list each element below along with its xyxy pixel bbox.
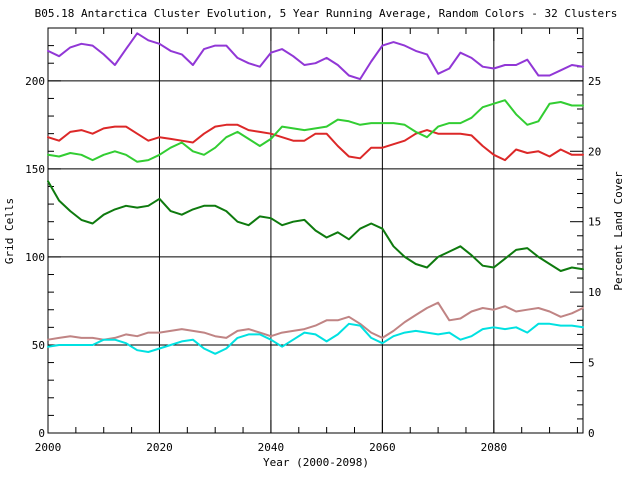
x-tick-label-2000: 2000: [35, 441, 62, 454]
series-line-cluster-rosy-brown: [47, 301, 584, 341]
series-line-cluster-cyan: [47, 322, 584, 355]
x-tick-label-2040: 2040: [258, 441, 285, 454]
plot-frame: [47, 27, 584, 434]
y-axis-label-left: Grid Cells: [3, 198, 16, 264]
y-left-tick-label-200: 200: [25, 75, 45, 88]
x-tick-label-2080: 2080: [481, 441, 508, 454]
y-right-tick-label-15: 15: [588, 216, 601, 229]
y-left-tick-label-0: 0: [38, 427, 45, 440]
y-left-tick-label-150: 150: [25, 163, 45, 176]
x-tick-label-2060: 2060: [369, 441, 396, 454]
y-right-tick-label-5: 5: [588, 357, 595, 370]
chart-title: B05.18 Antarctica Cluster Evolution, 5 Y…: [35, 7, 618, 20]
series-line-cluster-forest-green: [47, 180, 584, 272]
y-axis-label-right: Percent Land Cover: [612, 171, 625, 291]
y-right-tick-label-0: 0: [588, 427, 595, 440]
series-line-cluster-blue-violet: [47, 32, 584, 81]
y-left-tick-label-100: 100: [25, 251, 45, 264]
y-right-tick-label-10: 10: [588, 286, 601, 299]
series-line-cluster-red: [47, 123, 584, 162]
x-tick-label-2020: 2020: [146, 441, 173, 454]
y-right-tick-label-20: 20: [588, 145, 601, 158]
x-axis-label: Year (2000-2098): [263, 456, 369, 469]
y-right-tick-label-25: 25: [588, 75, 601, 88]
series-line-cluster-lime-green: [47, 99, 584, 163]
y-left-tick-label-50: 50: [32, 339, 45, 352]
